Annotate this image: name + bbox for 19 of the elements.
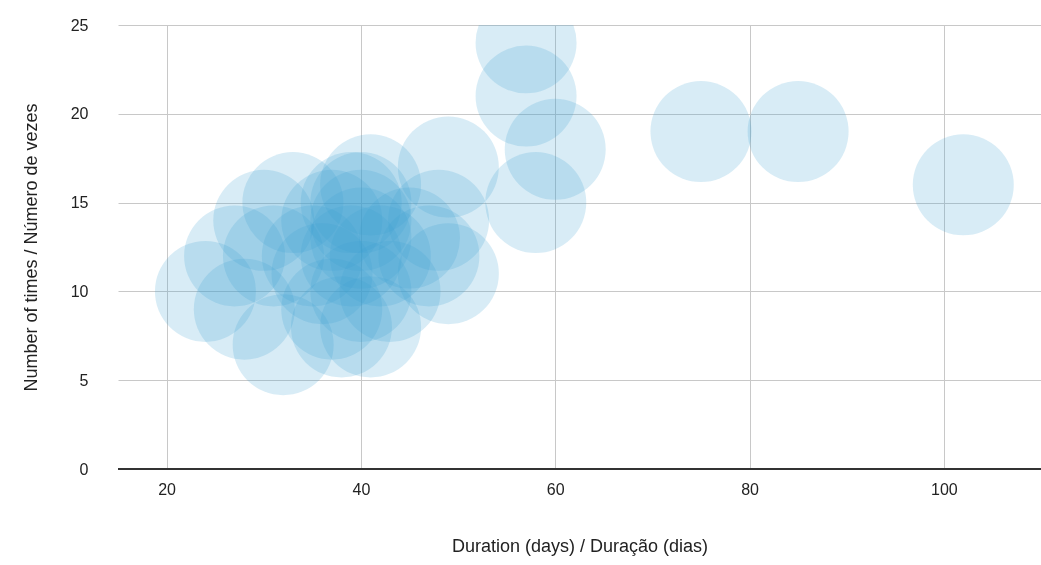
y-tick-label: 0 xyxy=(79,460,89,478)
y-tick-label: 5 xyxy=(79,371,89,389)
point xyxy=(650,81,752,182)
point xyxy=(397,116,499,218)
point xyxy=(912,134,1014,236)
point xyxy=(504,98,606,200)
x-tick-label: 20 xyxy=(158,480,177,498)
y-tick-label: 20 xyxy=(70,105,89,123)
y-tick-label: 25 xyxy=(70,16,89,34)
x-tick-label: 100 xyxy=(930,480,958,498)
x-axis-title: Duration (days) / Duração (dias) xyxy=(451,535,709,556)
y-tick-label: 10 xyxy=(70,282,89,300)
point xyxy=(397,223,499,325)
point xyxy=(747,81,849,182)
y-tick-label: 15 xyxy=(70,194,89,212)
x-tick-label: 40 xyxy=(352,480,371,498)
x-tick-label: 80 xyxy=(741,480,760,498)
x-tick-label: 60 xyxy=(546,480,565,498)
y-axis-title: Number of times / Número de vezes xyxy=(20,103,41,392)
